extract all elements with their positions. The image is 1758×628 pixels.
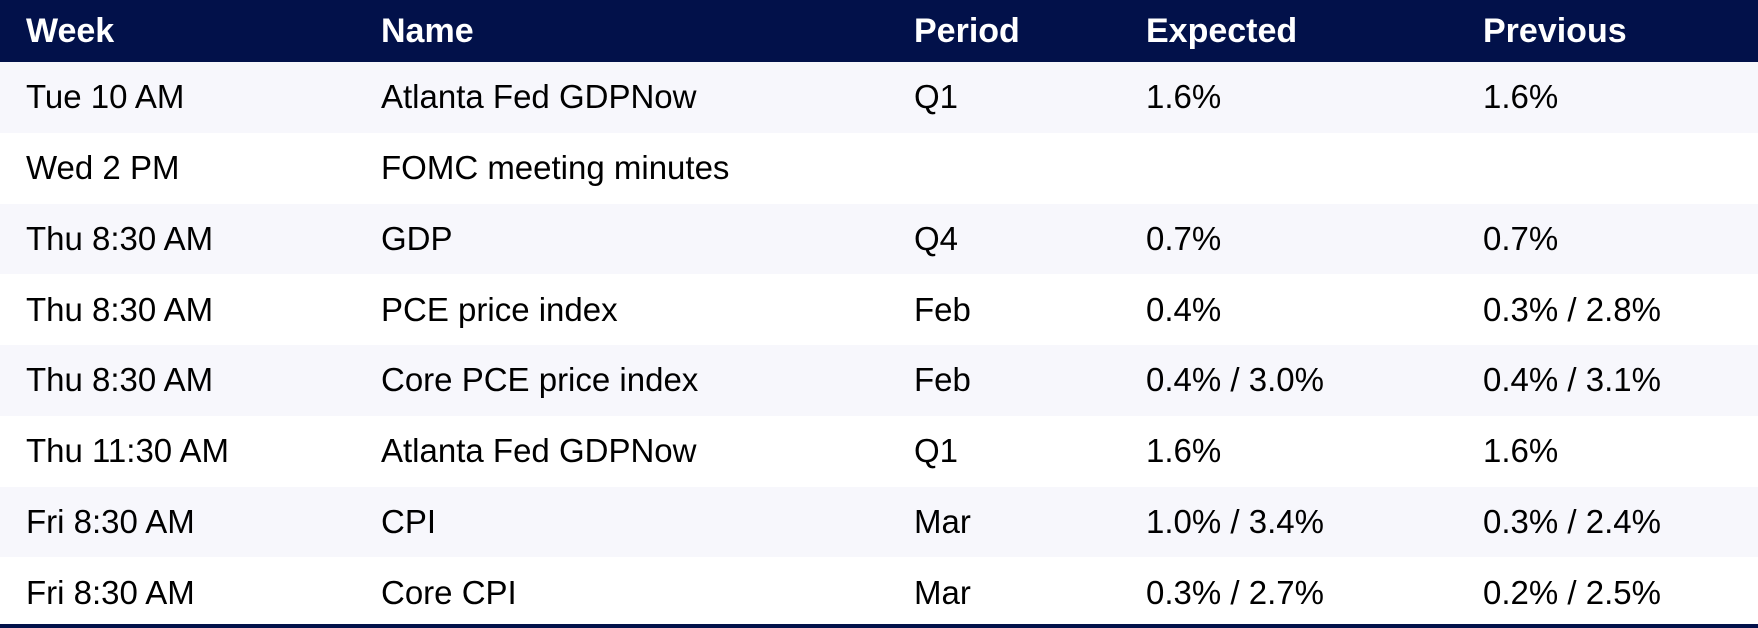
table-row: Thu 11:30 AM Atlanta Fed GDPNow Q1 1.6% 1.6% bbox=[0, 415, 1758, 487]
cell-week: Thu 8:30 AM bbox=[26, 290, 214, 328]
cell-expected: 1.0% / 3.4% bbox=[1146, 502, 1324, 540]
table-header-row: Week Name Period Expected Previous bbox=[0, 0, 1758, 62]
table-row: Thu 8:30 AM PCE price index Feb 0.4% 0.3% / … bbox=[0, 274, 1758, 345]
cell-period: Feb bbox=[914, 290, 971, 328]
column-header-expected: Expected bbox=[1146, 11, 1298, 50]
column-header-period: Period bbox=[914, 11, 1020, 50]
cell-expected bbox=[1146, 133, 1483, 204]
cell-expected: 0.4% bbox=[1146, 290, 1222, 328]
cell-week: Fri 8:30 AM bbox=[26, 502, 195, 540]
cell-week: Wed 2 PM bbox=[26, 149, 180, 187]
next-section-edge bbox=[0, 624, 1758, 628]
cell-name: FOMC meeting minutes bbox=[381, 149, 730, 187]
cell-name: CPI bbox=[381, 502, 437, 540]
cell-previous: 0.3% / 2.4% bbox=[1483, 502, 1661, 540]
cell-previous: 1.6% bbox=[1483, 432, 1559, 470]
cell-name: Core PCE price index bbox=[381, 361, 699, 399]
cell-name: PCE price index bbox=[381, 290, 618, 328]
cell-expected: 1.6% bbox=[1146, 432, 1222, 470]
cell-expected: 0.4% / 3.0% bbox=[1146, 361, 1324, 399]
cell-period: Mar bbox=[914, 502, 971, 540]
table-row: Thu 8:30 AM GDP Q4 0.7% 0.7% bbox=[0, 203, 1758, 275]
cell-week: Thu 8:30 AM bbox=[26, 361, 214, 399]
cell-name: Atlanta Fed GDPNow bbox=[381, 432, 697, 470]
cell-previous: 1.6% bbox=[1483, 78, 1559, 116]
column-header-previous: Previous bbox=[1483, 11, 1627, 50]
cell-period: Q1 bbox=[914, 78, 959, 116]
cell-previous bbox=[1483, 133, 1758, 204]
cell-expected: 0.7% bbox=[1146, 219, 1222, 257]
cell-expected: 1.6% bbox=[1146, 78, 1222, 116]
column-header-week: Week bbox=[26, 11, 115, 50]
cell-period: Mar bbox=[914, 573, 971, 611]
table-header: Week Name Period Expected Previous bbox=[0, 0, 1758, 62]
table-row: Fri 8:30 AM CPI Mar 1.0% / 3.4% 0.3% / 2.4% bbox=[0, 486, 1758, 558]
cell-period: Q4 bbox=[914, 219, 959, 257]
cell-week: Thu 11:30 AM bbox=[26, 432, 230, 470]
cell-previous: 0.4% / 3.1% bbox=[1483, 361, 1661, 399]
cell-previous: 0.7% bbox=[1483, 219, 1559, 257]
cell-previous: 0.3% / 2.8% bbox=[1483, 290, 1661, 328]
cell-period: Feb bbox=[914, 361, 971, 399]
cell-previous: 0.2% / 2.5% bbox=[1483, 573, 1661, 611]
cell-week: Fri 8:30 AM bbox=[26, 573, 195, 611]
table-row: Fri 8:30 AM Core CPI Mar 0.3% / 2.7% 0.2% / … bbox=[0, 557, 1758, 628]
cell-week: Thu 8:30 AM bbox=[26, 219, 214, 257]
cell-name: Core CPI bbox=[381, 573, 517, 611]
column-header-name: Name bbox=[381, 11, 474, 50]
table-row: Tue 10 AM Atlanta Fed GDPNow Q1 1.6% 1.6% bbox=[0, 62, 1758, 133]
cell-period bbox=[914, 133, 1146, 204]
table-row: Thu 8:30 AM Core PCE price index Feb 0.4% /… bbox=[0, 345, 1758, 416]
cell-period: Q1 bbox=[914, 432, 959, 470]
cell-name: Atlanta Fed GDPNow bbox=[381, 78, 697, 116]
cell-name: GDP bbox=[381, 219, 453, 257]
table-body: Tue 10 AM Atlanta Fed GDPNow Q1 1.6% 1.6% Wed… bbox=[0, 62, 1758, 628]
cell-expected: 0.3% / 2.7% bbox=[1146, 573, 1324, 611]
cell-week: Tue 10 AM bbox=[26, 78, 185, 116]
table-row: Wed 2 PM FOMC meeting minutes bbox=[0, 132, 1758, 204]
